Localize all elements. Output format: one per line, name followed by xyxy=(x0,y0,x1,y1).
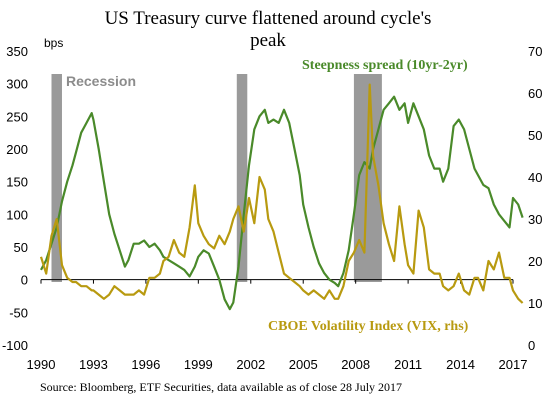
y-left-tick-label: 150 xyxy=(6,175,28,190)
series-lines xyxy=(39,83,524,311)
x-tick-label: 2008 xyxy=(341,357,370,372)
y-left-tick-label: 50 xyxy=(14,240,28,255)
x-tick-label: 2017 xyxy=(499,357,528,372)
y-right-tick-label: 60 xyxy=(528,86,542,101)
y-left-tick-label: 200 xyxy=(6,142,28,157)
chart-title-line-1: US Treasury curve flattened around cycle… xyxy=(105,8,432,29)
vix-series-label: CBOE Volatility Index (VIX, rhs) xyxy=(268,319,469,334)
y-right-tick-label: 40 xyxy=(528,170,542,185)
x-tick-label: 2002 xyxy=(236,357,265,372)
y-right-tick-label: 30 xyxy=(528,212,542,227)
steepness-series-label: Steepness spread (10yr-2yr) xyxy=(302,58,468,73)
y-left-tick-label: 250 xyxy=(6,109,28,124)
y-left-tick-label: 100 xyxy=(6,207,28,222)
left-axis-unit: bps xyxy=(44,36,63,50)
x-tick-label: 2014 xyxy=(446,357,475,372)
recession-band-2 xyxy=(236,74,248,282)
recession-band-1 xyxy=(51,74,62,282)
source-note: Source: Bloomberg, ETF Securities, data … xyxy=(40,380,402,394)
y-right-tick-label: 70 xyxy=(528,44,542,59)
y-right-tick-label: 10 xyxy=(528,296,542,311)
y-right-tick-label: 50 xyxy=(528,128,542,143)
x-tick-label: 2005 xyxy=(289,357,318,372)
y-left-tick-label: 0 xyxy=(21,273,28,288)
y-left-tick-label: -50 xyxy=(9,305,28,320)
vix-line xyxy=(39,83,524,304)
x-tick-label: 1993 xyxy=(79,357,108,372)
x-tick-label: 1999 xyxy=(184,357,213,372)
x-tick-label: 2011 xyxy=(394,357,422,372)
y-right-tick-label: 20 xyxy=(528,254,542,269)
tick-labels: -100 -50 0 50 100 150 200 250 300 350 0 10 20 30 40 50 6… xyxy=(2,44,543,372)
x-tick-label: 1996 xyxy=(131,357,160,372)
y-right-tick-label: 0 xyxy=(528,338,535,353)
recession-bands xyxy=(51,74,382,282)
y-left-tick-label: 350 xyxy=(6,44,28,59)
recession-label: Recession xyxy=(66,73,136,89)
x-tick-label: 1990 xyxy=(27,357,56,372)
y-left-tick-label: -100 xyxy=(2,338,28,353)
steepness-spread-line xyxy=(40,95,524,311)
y-left-tick-label: 300 xyxy=(6,77,28,92)
chart-title-line-2: peak xyxy=(250,30,286,51)
